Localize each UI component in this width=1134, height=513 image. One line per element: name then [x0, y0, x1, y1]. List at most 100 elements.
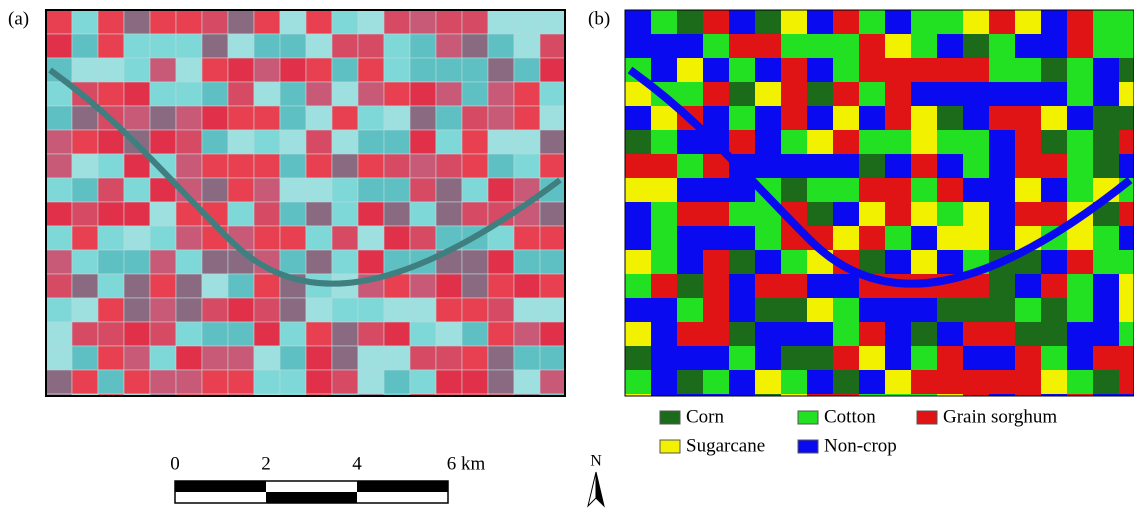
north-arrow: N [588, 453, 604, 506]
field [1041, 10, 1067, 34]
field [410, 322, 436, 346]
scale-label: 2 [261, 453, 271, 474]
field [280, 58, 306, 82]
field [436, 82, 462, 106]
field [703, 106, 729, 130]
field [462, 202, 488, 226]
field [937, 346, 963, 370]
field [488, 250, 514, 274]
field [462, 58, 488, 82]
field [1093, 274, 1119, 298]
field [384, 154, 410, 178]
field [911, 10, 937, 34]
field [176, 370, 202, 394]
field [1119, 298, 1134, 322]
field [807, 274, 833, 298]
field [1119, 370, 1134, 394]
field [833, 322, 859, 346]
field [755, 58, 781, 82]
field [540, 226, 565, 250]
field [1041, 274, 1067, 298]
field [1093, 322, 1119, 346]
field [1093, 346, 1119, 370]
field [833, 202, 859, 226]
field [514, 322, 540, 346]
field [781, 178, 807, 202]
field [358, 178, 384, 202]
field [462, 274, 488, 298]
field [807, 106, 833, 130]
field [306, 322, 332, 346]
field [150, 202, 176, 226]
field [781, 298, 807, 322]
field [410, 34, 436, 58]
field [202, 250, 228, 274]
field [1067, 226, 1093, 250]
field [911, 322, 937, 346]
field [306, 154, 332, 178]
field [176, 58, 202, 82]
field [937, 34, 963, 58]
field [1015, 274, 1041, 298]
field [332, 154, 358, 178]
field [781, 58, 807, 82]
field [462, 346, 488, 370]
field [124, 346, 150, 370]
field [677, 10, 703, 34]
field [514, 34, 540, 58]
field [98, 130, 124, 154]
field [677, 58, 703, 82]
field [755, 154, 781, 178]
field [911, 250, 937, 274]
scale-label: 6 km [447, 453, 486, 474]
field [306, 202, 332, 226]
field [98, 298, 124, 322]
field [885, 10, 911, 34]
field [729, 106, 755, 130]
field [755, 250, 781, 274]
field [410, 274, 436, 298]
field [332, 130, 358, 154]
field [436, 298, 462, 322]
field [1067, 58, 1093, 82]
field [124, 226, 150, 250]
field [1041, 178, 1067, 202]
field [176, 106, 202, 130]
field [72, 202, 98, 226]
field [651, 10, 677, 34]
field [729, 10, 755, 34]
field [1119, 202, 1134, 226]
field [1093, 106, 1119, 130]
field [462, 298, 488, 322]
field [462, 34, 488, 58]
field [885, 106, 911, 130]
field [781, 322, 807, 346]
field [384, 82, 410, 106]
field [202, 10, 228, 34]
field [755, 82, 781, 106]
field [306, 82, 332, 106]
field [1067, 34, 1093, 58]
field [280, 154, 306, 178]
field [703, 274, 729, 298]
arrow-half [588, 472, 596, 506]
field [625, 226, 651, 250]
field [384, 370, 410, 394]
field [911, 130, 937, 154]
field [98, 250, 124, 274]
field [833, 346, 859, 370]
field [176, 346, 202, 370]
field [514, 82, 540, 106]
field [332, 178, 358, 202]
field [989, 58, 1015, 82]
field [651, 58, 677, 82]
field [911, 346, 937, 370]
field [462, 178, 488, 202]
field [703, 322, 729, 346]
field [332, 34, 358, 58]
field [46, 250, 72, 274]
scale-bar-segment [266, 492, 357, 503]
legend-label: Grain sorghum [943, 406, 1057, 427]
field [306, 226, 332, 250]
field [807, 130, 833, 154]
